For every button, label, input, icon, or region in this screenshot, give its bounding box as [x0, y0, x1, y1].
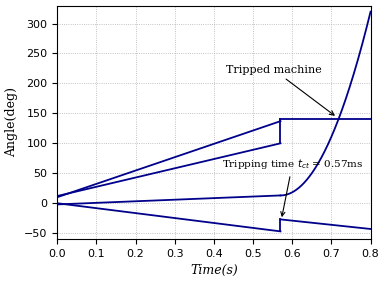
Text: Tripped machine: Tripped machine — [226, 65, 334, 115]
Text: Tripping time $t_{ct}$ = 0.57ms: Tripping time $t_{ct}$ = 0.57ms — [222, 157, 363, 216]
Y-axis label: Angle(deg): Angle(deg) — [5, 87, 18, 157]
X-axis label: Time(s): Time(s) — [190, 264, 238, 277]
